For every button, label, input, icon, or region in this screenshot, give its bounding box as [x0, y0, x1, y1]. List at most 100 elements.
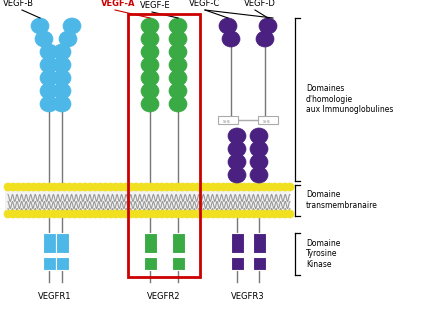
Text: VEGFR2: VEGFR2 — [147, 292, 181, 301]
Ellipse shape — [163, 183, 171, 191]
Ellipse shape — [4, 210, 12, 218]
Bar — [144, 233, 157, 253]
Text: s-s: s-s — [263, 119, 271, 124]
Ellipse shape — [204, 210, 212, 218]
Ellipse shape — [219, 18, 237, 34]
Text: VEGF-B: VEGF-B — [3, 0, 33, 8]
Ellipse shape — [209, 183, 217, 191]
Ellipse shape — [55, 183, 63, 191]
Ellipse shape — [219, 210, 227, 218]
Ellipse shape — [169, 83, 187, 99]
Ellipse shape — [50, 183, 58, 191]
Ellipse shape — [30, 183, 38, 191]
Ellipse shape — [228, 154, 246, 170]
Ellipse shape — [169, 70, 187, 86]
Ellipse shape — [55, 210, 63, 218]
Ellipse shape — [53, 83, 71, 99]
Ellipse shape — [106, 210, 115, 218]
Ellipse shape — [35, 183, 43, 191]
Ellipse shape — [76, 183, 84, 191]
Ellipse shape — [40, 83, 58, 99]
Bar — [5, 183, 290, 218]
Ellipse shape — [169, 96, 187, 112]
Ellipse shape — [63, 18, 81, 34]
Ellipse shape — [40, 70, 58, 86]
Ellipse shape — [235, 183, 243, 191]
Bar — [172, 233, 185, 253]
Ellipse shape — [168, 210, 176, 218]
Ellipse shape — [141, 18, 159, 34]
Ellipse shape — [250, 210, 258, 218]
Ellipse shape — [245, 183, 253, 191]
Ellipse shape — [19, 210, 27, 218]
Ellipse shape — [256, 31, 274, 47]
Ellipse shape — [14, 183, 22, 191]
Ellipse shape — [71, 210, 79, 218]
Ellipse shape — [40, 210, 48, 218]
Ellipse shape — [96, 183, 104, 191]
Text: VEGF-A: VEGF-A — [101, 0, 135, 8]
Ellipse shape — [81, 210, 89, 218]
Ellipse shape — [286, 183, 294, 191]
Ellipse shape — [158, 210, 166, 218]
Ellipse shape — [271, 183, 278, 191]
Ellipse shape — [250, 154, 268, 170]
Ellipse shape — [271, 210, 278, 218]
Ellipse shape — [127, 183, 135, 191]
Ellipse shape — [173, 210, 181, 218]
Text: VEGFR1: VEGFR1 — [38, 292, 72, 301]
Ellipse shape — [14, 210, 22, 218]
Ellipse shape — [189, 210, 196, 218]
Bar — [231, 233, 244, 253]
Ellipse shape — [132, 183, 140, 191]
Ellipse shape — [101, 210, 109, 218]
Ellipse shape — [255, 210, 263, 218]
Ellipse shape — [53, 96, 71, 112]
Ellipse shape — [230, 210, 238, 218]
Ellipse shape — [148, 210, 156, 218]
Ellipse shape — [169, 44, 187, 60]
Ellipse shape — [50, 210, 58, 218]
Ellipse shape — [168, 183, 176, 191]
Ellipse shape — [281, 183, 289, 191]
Bar — [253, 257, 266, 270]
Ellipse shape — [260, 183, 269, 191]
Ellipse shape — [250, 128, 268, 144]
Ellipse shape — [184, 183, 191, 191]
Ellipse shape — [59, 31, 77, 47]
Ellipse shape — [158, 183, 166, 191]
Ellipse shape — [214, 183, 222, 191]
Ellipse shape — [276, 210, 284, 218]
Ellipse shape — [230, 183, 238, 191]
Ellipse shape — [60, 183, 68, 191]
Ellipse shape — [60, 210, 68, 218]
Ellipse shape — [122, 183, 130, 191]
Ellipse shape — [122, 210, 130, 218]
Ellipse shape — [30, 210, 38, 218]
Ellipse shape — [40, 96, 58, 112]
Ellipse shape — [112, 210, 120, 218]
Ellipse shape — [235, 210, 243, 218]
Ellipse shape — [209, 210, 217, 218]
Ellipse shape — [194, 183, 202, 191]
Ellipse shape — [153, 210, 161, 218]
Ellipse shape — [71, 183, 79, 191]
Ellipse shape — [91, 183, 99, 191]
Ellipse shape — [45, 183, 53, 191]
Ellipse shape — [141, 96, 159, 112]
Ellipse shape — [224, 183, 233, 191]
Ellipse shape — [137, 183, 145, 191]
Text: VEGF-E: VEGF-E — [140, 1, 170, 10]
Ellipse shape — [228, 167, 246, 183]
Ellipse shape — [276, 183, 284, 191]
Ellipse shape — [9, 210, 17, 218]
Ellipse shape — [169, 31, 187, 47]
Ellipse shape — [117, 210, 125, 218]
Bar — [128, 14, 200, 277]
Ellipse shape — [173, 183, 181, 191]
Ellipse shape — [40, 57, 58, 73]
Ellipse shape — [40, 44, 58, 60]
Ellipse shape — [117, 183, 125, 191]
Ellipse shape — [204, 183, 212, 191]
Ellipse shape — [142, 210, 151, 218]
